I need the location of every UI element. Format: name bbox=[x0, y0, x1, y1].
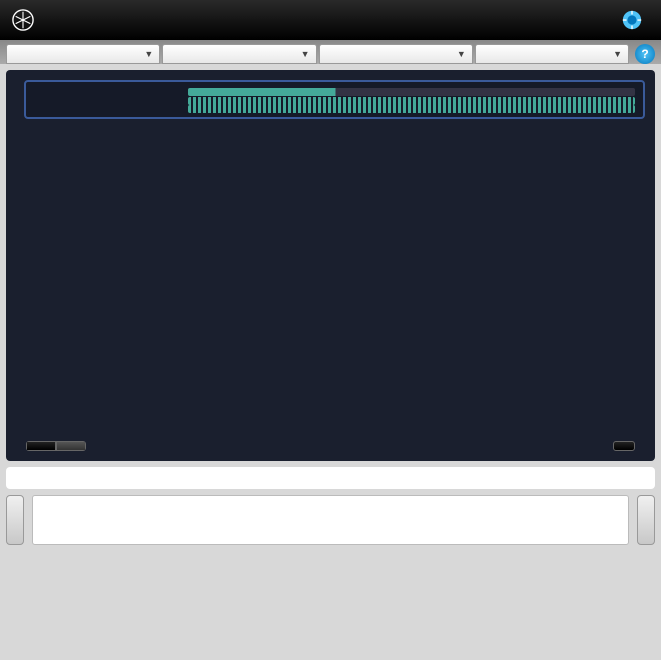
band-24ghz-button[interactable] bbox=[26, 441, 56, 451]
reset-button[interactable] bbox=[637, 495, 655, 545]
brand-logo bbox=[12, 9, 38, 31]
chevron-down-icon: ▼ bbox=[144, 49, 153, 59]
bottom-row bbox=[6, 495, 655, 545]
vu-left bbox=[16, 127, 46, 433]
band-5ghz-button[interactable] bbox=[56, 441, 86, 451]
detail-box bbox=[32, 495, 629, 545]
tool-title bbox=[621, 9, 649, 31]
spectrum-chart bbox=[50, 127, 611, 433]
throughput-bar bbox=[188, 88, 635, 96]
tab-wlan-info[interactable]: ▼ bbox=[6, 44, 160, 64]
station-count-bar bbox=[188, 105, 635, 113]
throughput-box bbox=[24, 80, 645, 119]
tab-report[interactable]: ▼ bbox=[475, 44, 629, 64]
footer-copyright bbox=[0, 551, 661, 563]
max-value-button[interactable] bbox=[6, 495, 24, 545]
header bbox=[0, 0, 661, 40]
band-toggle bbox=[26, 441, 86, 451]
tab-ap-info[interactable]: ▼ bbox=[319, 44, 473, 64]
issues-panel bbox=[6, 467, 655, 489]
ap-station-bar bbox=[188, 97, 635, 105]
chevron-down-icon: ▼ bbox=[301, 49, 310, 59]
tab-terminal-info[interactable]: ▼ bbox=[162, 44, 316, 64]
vu-right bbox=[615, 127, 645, 433]
tab-bar: ▼ ▼ ▼ ▼ ? bbox=[0, 40, 661, 64]
main-panel bbox=[6, 70, 655, 461]
chevron-down-icon: ▼ bbox=[613, 49, 622, 59]
auto-update-button[interactable] bbox=[613, 441, 635, 451]
chevron-down-icon: ▼ bbox=[457, 49, 466, 59]
help-icon[interactable]: ? bbox=[635, 44, 655, 64]
